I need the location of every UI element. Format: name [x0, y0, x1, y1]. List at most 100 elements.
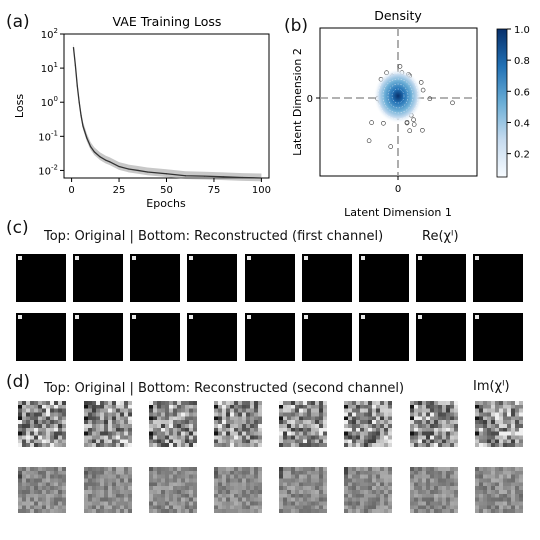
scatter-point	[420, 128, 425, 133]
loss-point	[86, 137, 88, 139]
reconstruction-tile	[410, 467, 458, 513]
loss-point	[99, 156, 101, 158]
reconstruction-tile	[344, 401, 392, 447]
tile-marker	[247, 256, 251, 260]
loss-point	[118, 165, 120, 168]
tile-marker	[75, 256, 79, 260]
scatter-point	[427, 96, 433, 101]
tile-marker	[475, 256, 479, 260]
colorbar-tick-label: 0.2	[514, 150, 530, 161]
loss-point	[127, 168, 130, 170]
tile-marker	[18, 256, 22, 260]
loss-y-tick-label: 101	[41, 61, 58, 75]
density-blob	[374, 69, 422, 123]
colorbar-tick-label: 0.4	[514, 118, 530, 129]
loss-point	[105, 159, 107, 161]
reconstruction-tile	[214, 401, 262, 447]
loss-y-ticks: 102 101 100 10-1 10-2	[38, 27, 64, 177]
loss-point	[76, 85, 78, 87]
reconstruction-tile	[416, 313, 466, 361]
density-x-tick-0: 0	[395, 184, 401, 195]
tile-marker	[132, 315, 136, 319]
reconstruction-tile	[214, 467, 262, 513]
loss-series-line	[72, 47, 262, 179]
panel-label-d: (d)	[6, 372, 31, 392]
scatter-point	[411, 122, 417, 127]
colorbar-tick-label: 1.0	[514, 25, 530, 36]
scatter-point	[411, 117, 416, 122]
reconstruction-tile	[16, 254, 66, 302]
density-contours	[377, 72, 419, 120]
reconstruction-tile	[149, 467, 197, 513]
reconstruction-tile	[475, 467, 523, 513]
loss-line-group	[72, 46, 263, 179]
colorbar-tick-label: 0.6	[514, 87, 530, 98]
reconstruction-tile	[279, 467, 327, 513]
colorbar	[496, 28, 508, 178]
reconstruction-tile	[130, 254, 180, 302]
scatter-point	[369, 120, 374, 125]
tile-marker	[361, 315, 365, 319]
loss-x-tick-label: 50	[160, 185, 173, 196]
loss-point	[78, 101, 80, 103]
loss-chart: VAE Training Loss 0 25 50 75 100 10210110010…	[13, 14, 271, 210]
loss-band-group	[73, 43, 262, 182]
reconstruction-tile	[475, 401, 523, 447]
loss-x-tick-label: 0	[68, 185, 74, 196]
loss-y-tick-label: 10-1	[38, 129, 58, 143]
panel-label-c: (c)	[6, 218, 29, 238]
reconstruction-tile	[187, 254, 237, 302]
scatter-point	[397, 64, 403, 69]
density-xlabel: Latent Dimension 1	[344, 206, 452, 219]
loss-xlabel: Epochs	[146, 197, 186, 210]
scatter-point	[381, 121, 386, 126]
loss-y-tick-label: 10-2	[38, 163, 58, 177]
reconstruction-tile	[410, 401, 458, 447]
reconstruction-tile	[18, 467, 66, 513]
reconstruction-tile	[73, 254, 123, 302]
scatter-point	[366, 138, 372, 143]
scatter-point	[388, 144, 393, 149]
colorbar-ticks: 1.0 0.8 0.6 0.4 0.2	[507, 25, 530, 161]
loss-x-ticks: 0 25 50 75 100	[68, 178, 271, 196]
loss-plot-frame	[63, 33, 270, 179]
density-ylabel: Latent Dimension 2	[291, 48, 304, 156]
loss-point	[89, 145, 92, 148]
tile-marker	[75, 315, 79, 319]
loss-point	[222, 176, 225, 178]
reconstruction-tile	[73, 313, 123, 361]
contour-line	[377, 72, 419, 120]
loss-ylabel: Loss	[13, 94, 26, 118]
section-c-title: Top: Original | Bottom: Reconstructed (f…	[44, 229, 384, 244]
tile-marker	[304, 315, 308, 319]
tile-marker	[189, 315, 193, 319]
section-c-annotation: Re(χᴵ)	[422, 229, 459, 244]
reconstruction-tile	[84, 467, 132, 513]
section-d-annotation: Im(χᴵ)	[473, 379, 510, 394]
loss-x-tick-label: 100	[252, 185, 271, 196]
scatter-point	[407, 128, 412, 133]
reconstruction-tile	[16, 313, 66, 361]
loss-point	[165, 173, 168, 175]
reconstruction-tile	[473, 254, 523, 302]
loss-point	[72, 46, 75, 49]
density-chart-title: Density	[374, 8, 422, 23]
panel-label-a: (a)	[6, 12, 30, 32]
tile-marker	[361, 256, 365, 260]
panel-label-b: (b)	[284, 16, 309, 36]
loss-point	[93, 151, 95, 153]
loss-point	[146, 171, 149, 173]
colorbar-tick-label: 0.8	[514, 56, 530, 67]
loss-x-tick-label: 75	[208, 185, 221, 196]
reconstruction-tile	[279, 401, 327, 447]
reconstruction-tile	[84, 401, 132, 447]
tile-marker	[475, 315, 479, 319]
reconstruction-tile	[344, 467, 392, 513]
scatter-point	[450, 100, 455, 106]
scatter-point	[418, 80, 424, 85]
loss-point	[137, 169, 139, 172]
reconstruction-tile	[18, 401, 66, 447]
tile-marker	[247, 315, 251, 319]
tile-marker	[304, 256, 308, 260]
loss-point	[108, 161, 111, 163]
